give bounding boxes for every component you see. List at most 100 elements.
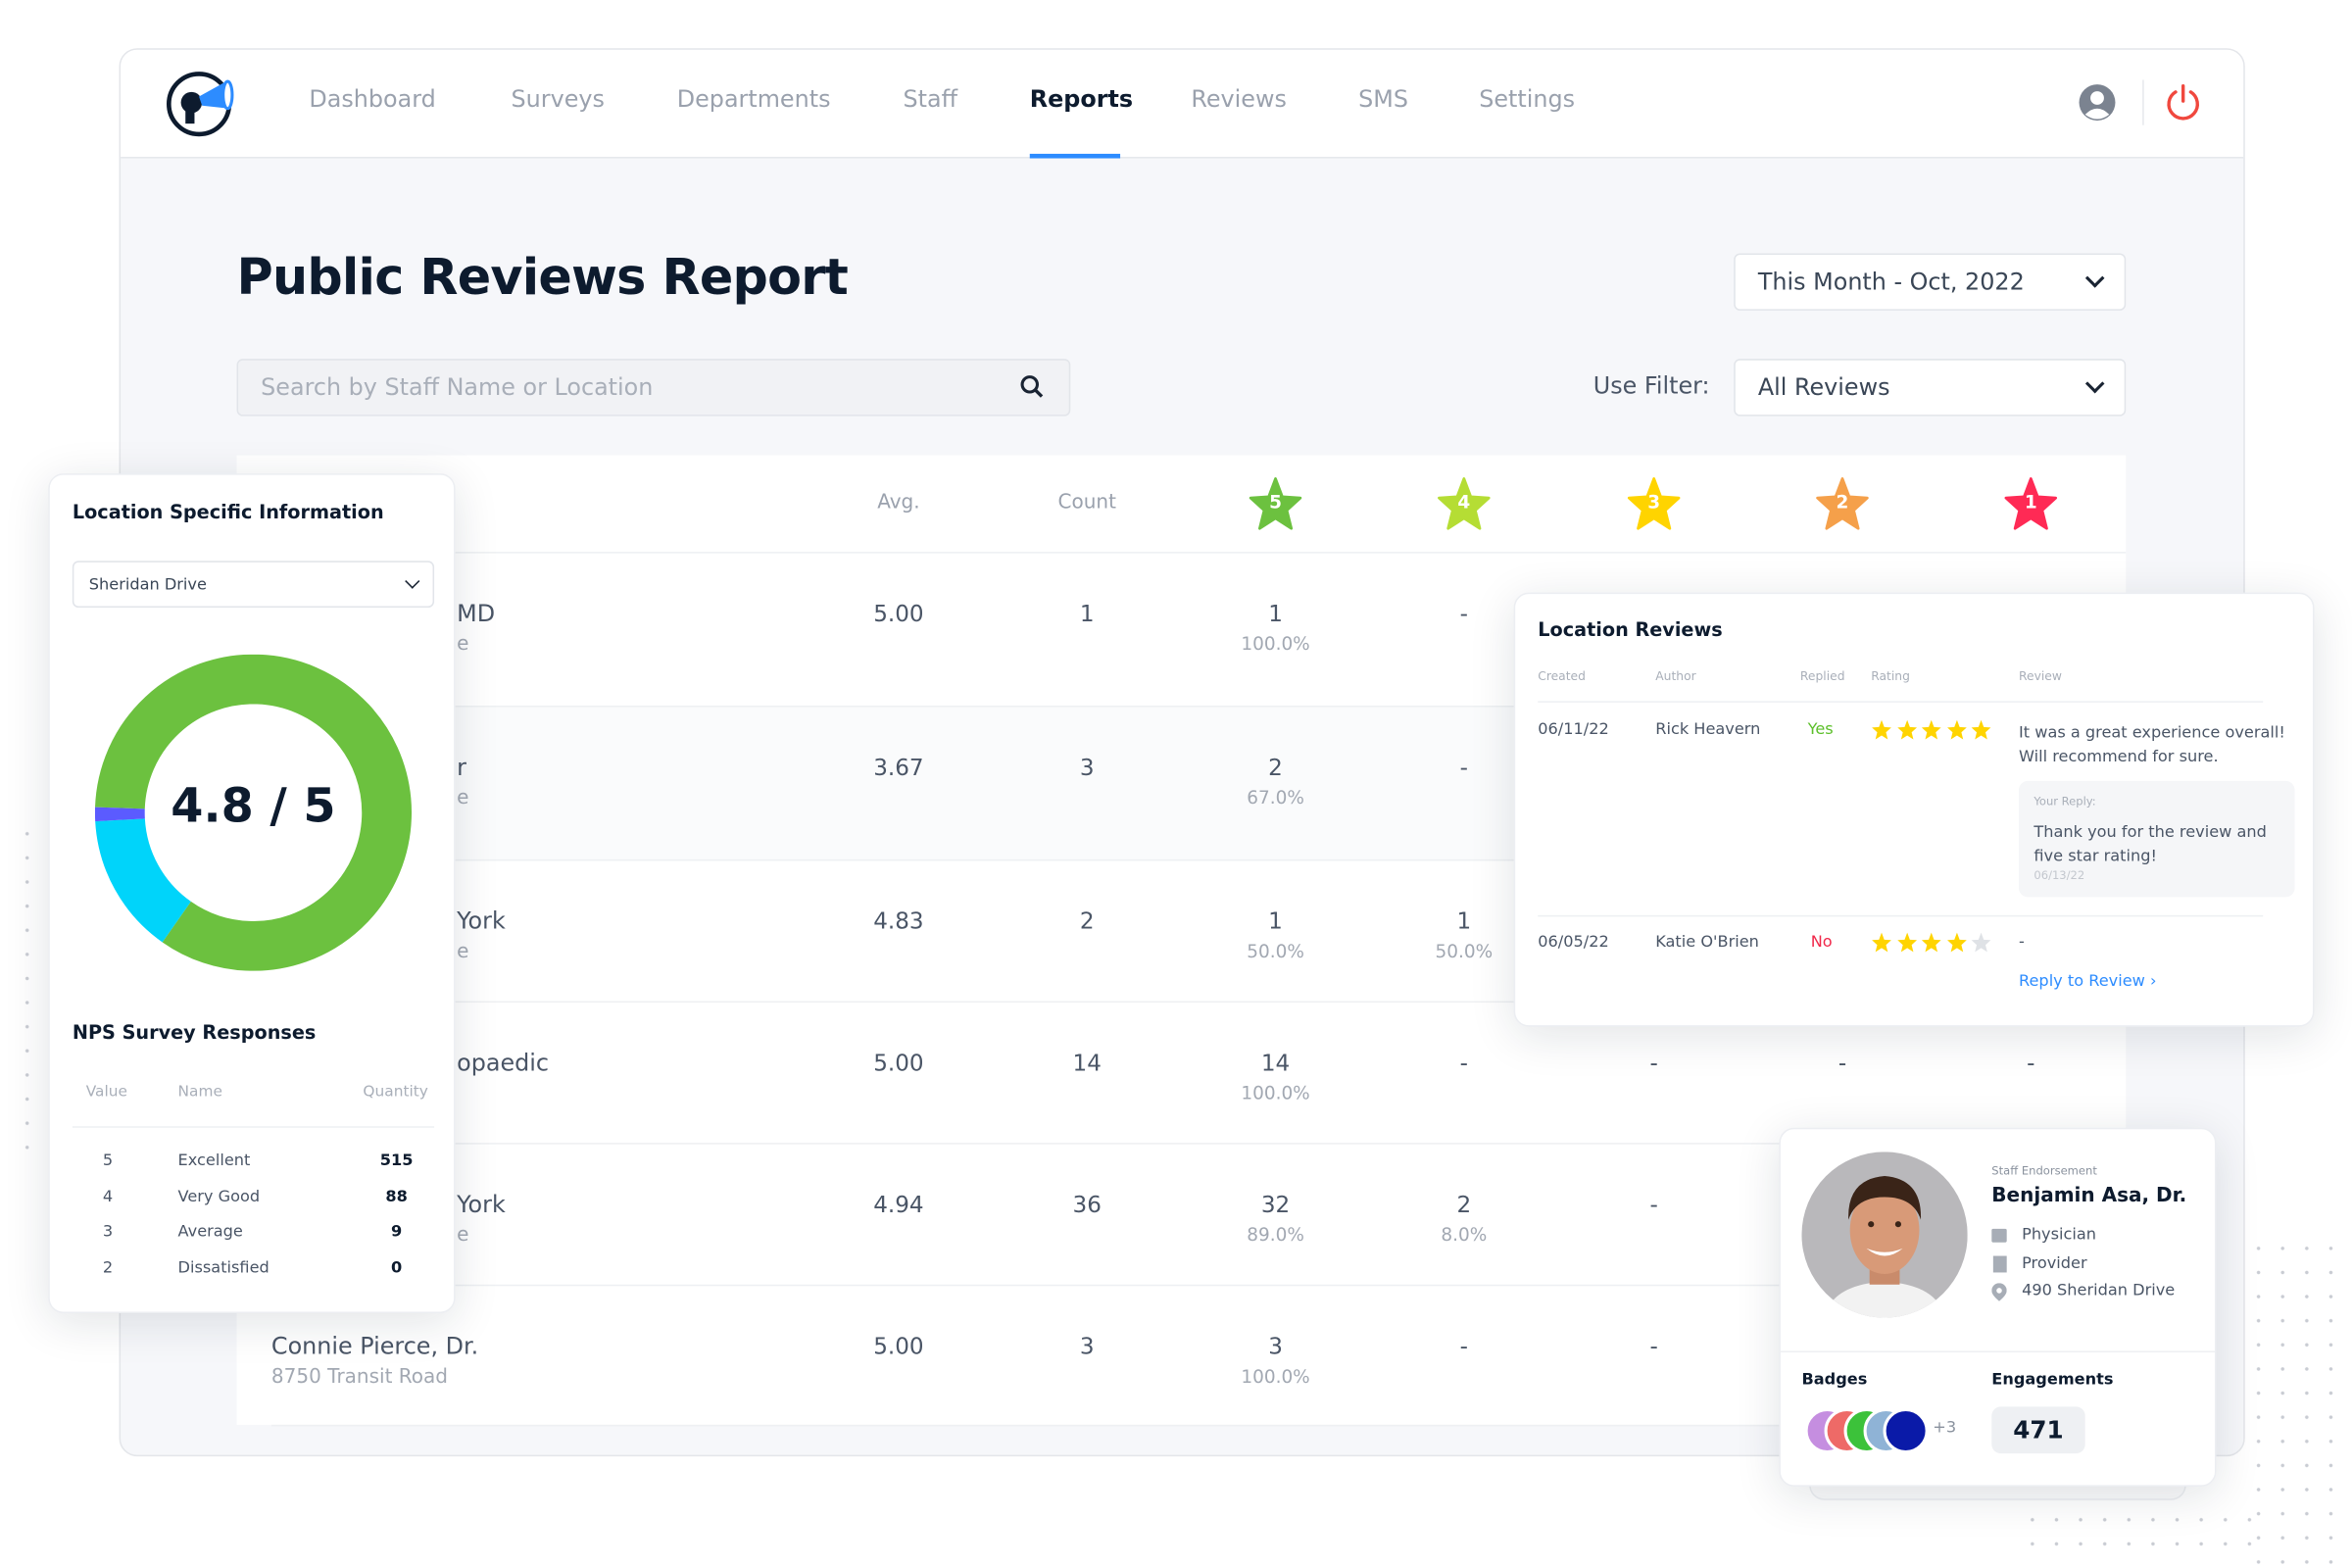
star-number: 1: [2024, 491, 2037, 514]
divider: [2142, 79, 2144, 125]
avg-cell: 5.00: [873, 1049, 924, 1077]
star-icon: [1971, 932, 1991, 953]
divider: [1538, 914, 2264, 917]
cell-count: 32: [1260, 1191, 1291, 1219]
column-header-count[interactable]: Count: [1057, 491, 1116, 514]
star-4-cell: 1 50.0%: [1436, 907, 1494, 961]
divider: [270, 1424, 2127, 1427]
search-placeholder: Search by Staff Name or Location: [261, 373, 654, 402]
location-select[interactable]: Sheridan Drive: [72, 561, 435, 608]
column-header-rating: Rating: [1871, 669, 1910, 683]
score-value: 4.8 / 5: [171, 779, 336, 834]
star-icon: [1921, 719, 1941, 740]
cell-count: -: [1649, 1191, 1658, 1219]
search-input[interactable]: Search by Staff Name or Location: [236, 359, 1071, 416]
column-header-created: Created: [1538, 669, 1586, 683]
star-4-cell: 2 8.0%: [1441, 1191, 1487, 1245]
column-header-quantity: Quantity: [363, 1084, 428, 1102]
review-author: Katie O'Brien: [1655, 933, 1759, 952]
staff-name: Benjamin Asa, Dr.: [1991, 1185, 2187, 1208]
nps-name: Average: [177, 1222, 243, 1242]
cell-percent: 100.0%: [1241, 1082, 1310, 1104]
divider: [1538, 701, 2264, 703]
chevron-down-icon: [2084, 373, 2105, 394]
donut-segment-excellent: [94, 654, 412, 971]
column-header-star-3[interactable]: 3: [1627, 476, 1681, 530]
nav-dashboard[interactable]: Dashboard: [309, 85, 436, 114]
star-5-cell: 1 100.0%: [1241, 600, 1309, 654]
column-header-star-4[interactable]: 4: [1437, 476, 1491, 530]
column-header-avg[interactable]: Avg.: [877, 491, 920, 514]
location-text: e: [457, 787, 469, 810]
nav-staff[interactable]: Staff: [903, 85, 958, 114]
nps-quantity: 0: [390, 1257, 403, 1277]
cell-percent: 50.0%: [1247, 940, 1304, 962]
star-icon: [1249, 477, 1302, 530]
name-text: York: [457, 907, 506, 935]
megaphone-logo-icon[interactable]: [166, 70, 241, 139]
column-header-star-5[interactable]: 5: [1249, 476, 1302, 530]
location-text: 8750 Transit Road: [270, 1365, 448, 1389]
filter-label: Use Filter:: [1592, 371, 1710, 400]
name-text: opaedic: [457, 1049, 550, 1077]
cell-count: 1: [1456, 907, 1472, 935]
nps-quantity: 515: [379, 1152, 414, 1170]
nav-sms[interactable]: SMS: [1358, 85, 1409, 114]
star-icon: [1946, 719, 1967, 740]
star-2-cell: -: [1838, 1050, 1846, 1083]
star-5-cell: 1 50.0%: [1247, 907, 1304, 961]
star-5-cell: 32 89.0%: [1247, 1191, 1304, 1245]
avg-cell: 4.83: [873, 907, 924, 935]
staff-name: MD e: [457, 600, 495, 656]
avg-cell: 3.67: [873, 754, 924, 781]
location-reviews-card: Location Reviews Created Author Replied …: [1513, 592, 2315, 1027]
cell-count: -: [1459, 754, 1469, 781]
table-row[interactable]: opaedic 5.00 14 14 100.0% - - - -: [236, 1001, 2127, 1144]
star-4-cell: -: [1460, 754, 1468, 787]
nav-settings[interactable]: Settings: [1479, 85, 1576, 114]
nps-value: 5: [102, 1152, 114, 1170]
reply-to-review-link[interactable]: Reply to Review ›: [2018, 972, 2157, 991]
table-row[interactable]: MD e 5.00 1 1 100.0% -: [236, 552, 2127, 706]
active-tab-indicator: [1029, 153, 1121, 159]
badges-more[interactable]: +3: [1933, 1418, 1957, 1438]
reply-box: Your Reply: Thank you for the review and…: [2018, 780, 2295, 898]
nps-row: 2 Dissatisfied 0: [73, 1258, 434, 1289]
name-text: MD: [457, 600, 496, 627]
power-icon[interactable]: [2164, 83, 2203, 122]
star-number: 5: [1269, 491, 1282, 514]
date-range-select[interactable]: This Month - Oct, 2022: [1734, 253, 2127, 311]
engagements-count: 471: [1991, 1406, 2085, 1454]
table-row[interactable]: Connie Pierce, Dr. 8750 Transit Road 5.00 3…: [236, 1284, 2127, 1427]
filter-select[interactable]: All Reviews: [1734, 359, 2127, 416]
cell-percent: 67.0%: [1247, 787, 1304, 808]
cell-count: 3: [1268, 1332, 1283, 1360]
nps-value: 2: [102, 1257, 114, 1277]
user-circle-icon[interactable]: [2078, 83, 2117, 122]
table-row[interactable]: York e 4.94 36 32 89.0% 2 8.0% -: [236, 1143, 2127, 1285]
briefcase-icon: [1991, 1228, 2007, 1243]
cell-count: -: [2027, 1049, 2035, 1077]
column-header-star-2[interactable]: 2: [1815, 476, 1869, 530]
star-icon: [1946, 932, 1967, 953]
count-cell: 1: [1079, 600, 1095, 627]
nav-reports[interactable]: Reports: [1029, 85, 1134, 114]
nav-surveys[interactable]: Surveys: [511, 85, 605, 114]
decorative-dots: [2020, 1507, 2262, 1561]
table-row[interactable]: York e 4.83 2 1 50.0% 1 50.0%: [236, 858, 2127, 1002]
star-icon: [1971, 719, 1991, 740]
nps-name: Excellent: [177, 1152, 251, 1170]
column-header-star-1[interactable]: 1: [2004, 476, 2058, 530]
nav-departments[interactable]: Departments: [676, 85, 831, 114]
staff-name: York e: [457, 907, 506, 963]
star-5-cell: 14 100.0%: [1241, 1050, 1309, 1103]
count-cell: 14: [1072, 1049, 1102, 1077]
cell-percent: 50.0%: [1435, 940, 1494, 962]
cell-count: 1: [1268, 907, 1283, 935]
search-icon[interactable]: [1019, 374, 1047, 402]
badge-icon[interactable]: [1883, 1407, 1929, 1454]
nav-reviews[interactable]: Reviews: [1191, 85, 1287, 114]
staff-card-label: Staff Endorsement: [1991, 1163, 2097, 1178]
review-replied: Yes: [1807, 720, 1834, 739]
star-5-cell: 2 67.0%: [1247, 754, 1304, 808]
